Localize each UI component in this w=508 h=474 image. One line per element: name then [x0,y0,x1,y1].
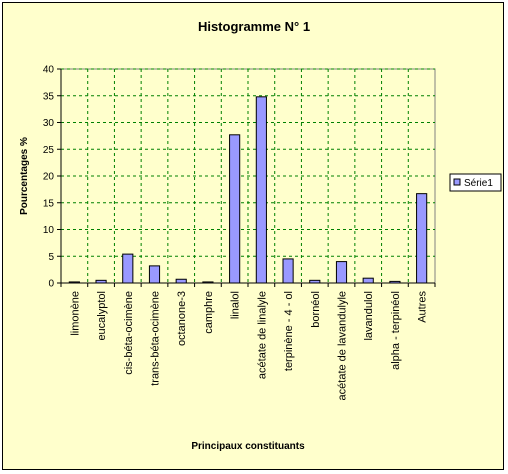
bar [255,96,267,284]
y-tick-label: 30 [43,118,55,129]
bar [362,277,374,284]
bar [416,193,428,284]
x-tick-label: camphre [203,291,215,334]
bar [148,265,161,284]
chart-title: Histogramme N° 1 [198,19,310,34]
bar [122,253,134,284]
x-tick-label: alpha - terpinéol [390,291,402,370]
bar [309,279,321,284]
x-tick-label: acétate de lavandulyle [337,291,349,400]
legend-swatch [453,178,461,186]
x-tick-label: Autres [417,291,429,323]
x-axis-title: Principaux constituants [191,441,305,452]
bar [229,134,241,284]
x-tick-label: terpinène - 4 - ol [283,291,295,371]
bar [202,281,214,284]
y-tick-label: 40 [43,65,55,76]
x-tick-label: trans-béta-ocimène [150,291,162,386]
y-tick-label: 10 [43,225,55,236]
bar [95,279,107,284]
x-tick-label: limonène [69,291,81,336]
x-tick-label: lavandulol [363,291,375,341]
chart-frame: Histogramme N° 1 0 5 10 15 20 25 30 35 40 limonène… [2,2,504,470]
x-tick-label: bornéol [310,291,322,328]
bar [175,278,187,284]
y-tick-label: 15 [43,198,55,209]
bar [282,258,294,284]
y-axis-title: Pourcentages % [19,137,30,215]
legend-label: Série1 [464,178,493,189]
x-tick-label: acétate de linalyle [256,291,268,379]
x-tick-label: linalol [230,291,242,319]
legend-box [449,173,502,192]
bar [389,280,401,284]
x-tick-label: octanone-3 [176,291,188,346]
y-tick-label: 5 [48,252,54,263]
y-tick-label: 20 [43,172,55,183]
x-tick-label: eucalyptol [96,291,108,341]
y-tick-label: 35 [43,91,55,102]
y-tick-label: 0 [48,279,54,290]
y-tick-label: 25 [43,145,55,156]
chart-svg: Histogramme N° 1 0 5 10 15 20 25 30 35 40 limonène… [19,19,502,452]
bar [335,261,348,284]
bar [68,281,80,284]
x-tick-label: cis-béta-ocimène [123,291,135,375]
